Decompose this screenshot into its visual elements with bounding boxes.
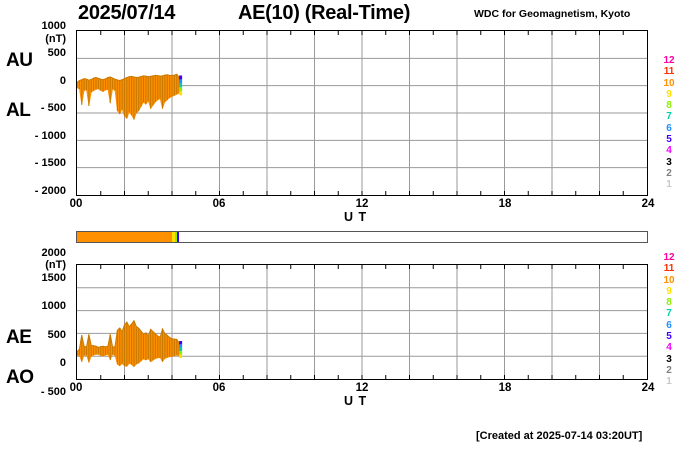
attribution-label: WDC for Geomagnetism, Kyoto (474, 8, 631, 20)
ytick-top-0: 0 (59, 75, 66, 87)
xtick-bottom-12: 12 (355, 382, 369, 394)
ytick-bottom-0: 0 (59, 357, 66, 369)
data-coverage-bar (76, 231, 648, 243)
legend-level-6: 6 (666, 122, 672, 134)
legend-level-8: 8 (666, 100, 672, 112)
legend-level-8: 8 (666, 297, 672, 309)
xtick-top-12: 12 (355, 198, 369, 210)
legend-level-9: 9 (666, 88, 672, 100)
ytick-bottom-2000: 2000 (41, 247, 66, 259)
legend-level-10: 10 (663, 77, 675, 89)
xtick-top-24: 24 (641, 198, 655, 210)
created-timestamp: [Created at 2025-07-14 03:20UT] (476, 430, 643, 442)
series-tag-au: AU (6, 50, 33, 71)
coverage-segment-3 (176, 232, 180, 242)
color-scale-legend-top: 12 11 10 9 8 7 6 5 4 3 2 1 (656, 55, 682, 191)
color-scale-legend-bottom: 12 11 10 9 8 7 6 5 4 3 2 1 (656, 252, 682, 388)
yaxis-unit-bottom: (nT) (45, 259, 66, 271)
series-tag-al: AL (6, 100, 31, 121)
legend-level-9: 9 (666, 285, 672, 297)
series-tag-ao: AO (6, 367, 34, 388)
xtick-bottom-00: 00 (69, 382, 83, 394)
coverage-segment-0 (77, 232, 172, 242)
legend-level-11: 11 (663, 66, 675, 78)
legend-level-6: 6 (666, 319, 672, 331)
chart-au-al-canvas (77, 31, 647, 195)
ytick-bottom-1500: 1500 (41, 272, 66, 284)
xtick-top-06: 06 (212, 198, 226, 210)
page-title-date: 2025/07/14 (78, 2, 176, 24)
xaxis-title-bottom: U T (344, 394, 368, 408)
chart-au-al-plot-area (76, 30, 648, 196)
ytick-top-m500: - 500 (40, 102, 66, 114)
xtick-bottom-18: 18 (498, 382, 512, 394)
coverage-segment-1 (172, 232, 175, 242)
xaxis-title-top: U T (344, 210, 368, 224)
legend-level-4: 4 (666, 145, 672, 157)
legend-level-2: 2 (666, 167, 672, 179)
page-title: AE(10) (Real-Time) (238, 2, 411, 24)
ytick-top-m1500: - 1500 (34, 157, 66, 169)
ytick-top-m2000: - 2000 (34, 185, 66, 197)
legend-level-7: 7 (666, 308, 672, 320)
legend-level-4: 4 (666, 342, 672, 354)
ytick-bottom-500: 500 (47, 329, 66, 341)
chart-ae-ao-canvas (77, 265, 647, 379)
xtick-top-18: 18 (498, 198, 512, 210)
yaxis-unit-top: (nT) (45, 33, 66, 45)
legend-level-2: 2 (666, 364, 672, 376)
xtick-bottom-24: 24 (641, 382, 655, 394)
chart-ae-ao-plot-area (76, 264, 648, 380)
ytick-top-500: 500 (47, 47, 66, 59)
coverage-segment-2 (174, 232, 177, 242)
legend-level-1: 1 (666, 179, 672, 191)
legend-level-7: 7 (666, 111, 672, 123)
ytick-bottom-1000: 1000 (41, 300, 66, 312)
series-tag-ae: AE (6, 327, 32, 348)
legend-level-5: 5 (666, 134, 672, 146)
legend-level-3: 3 (666, 156, 672, 168)
ytick-bottom-m500: - 500 (40, 386, 66, 398)
legend-level-12: 12 (663, 55, 675, 66)
legend-level-12: 12 (663, 252, 675, 263)
ytick-top-1000: 1000 (41, 20, 66, 32)
xtick-top-00: 00 (69, 198, 83, 210)
ytick-top-m1000: - 1000 (34, 130, 66, 142)
xtick-bottom-06: 06 (212, 382, 226, 394)
legend-level-3: 3 (666, 353, 672, 365)
legend-level-1: 1 (666, 376, 672, 388)
legend-level-10: 10 (663, 274, 675, 286)
legend-level-5: 5 (666, 331, 672, 343)
legend-level-11: 11 (663, 263, 675, 275)
coverage-segment-4 (179, 232, 647, 242)
